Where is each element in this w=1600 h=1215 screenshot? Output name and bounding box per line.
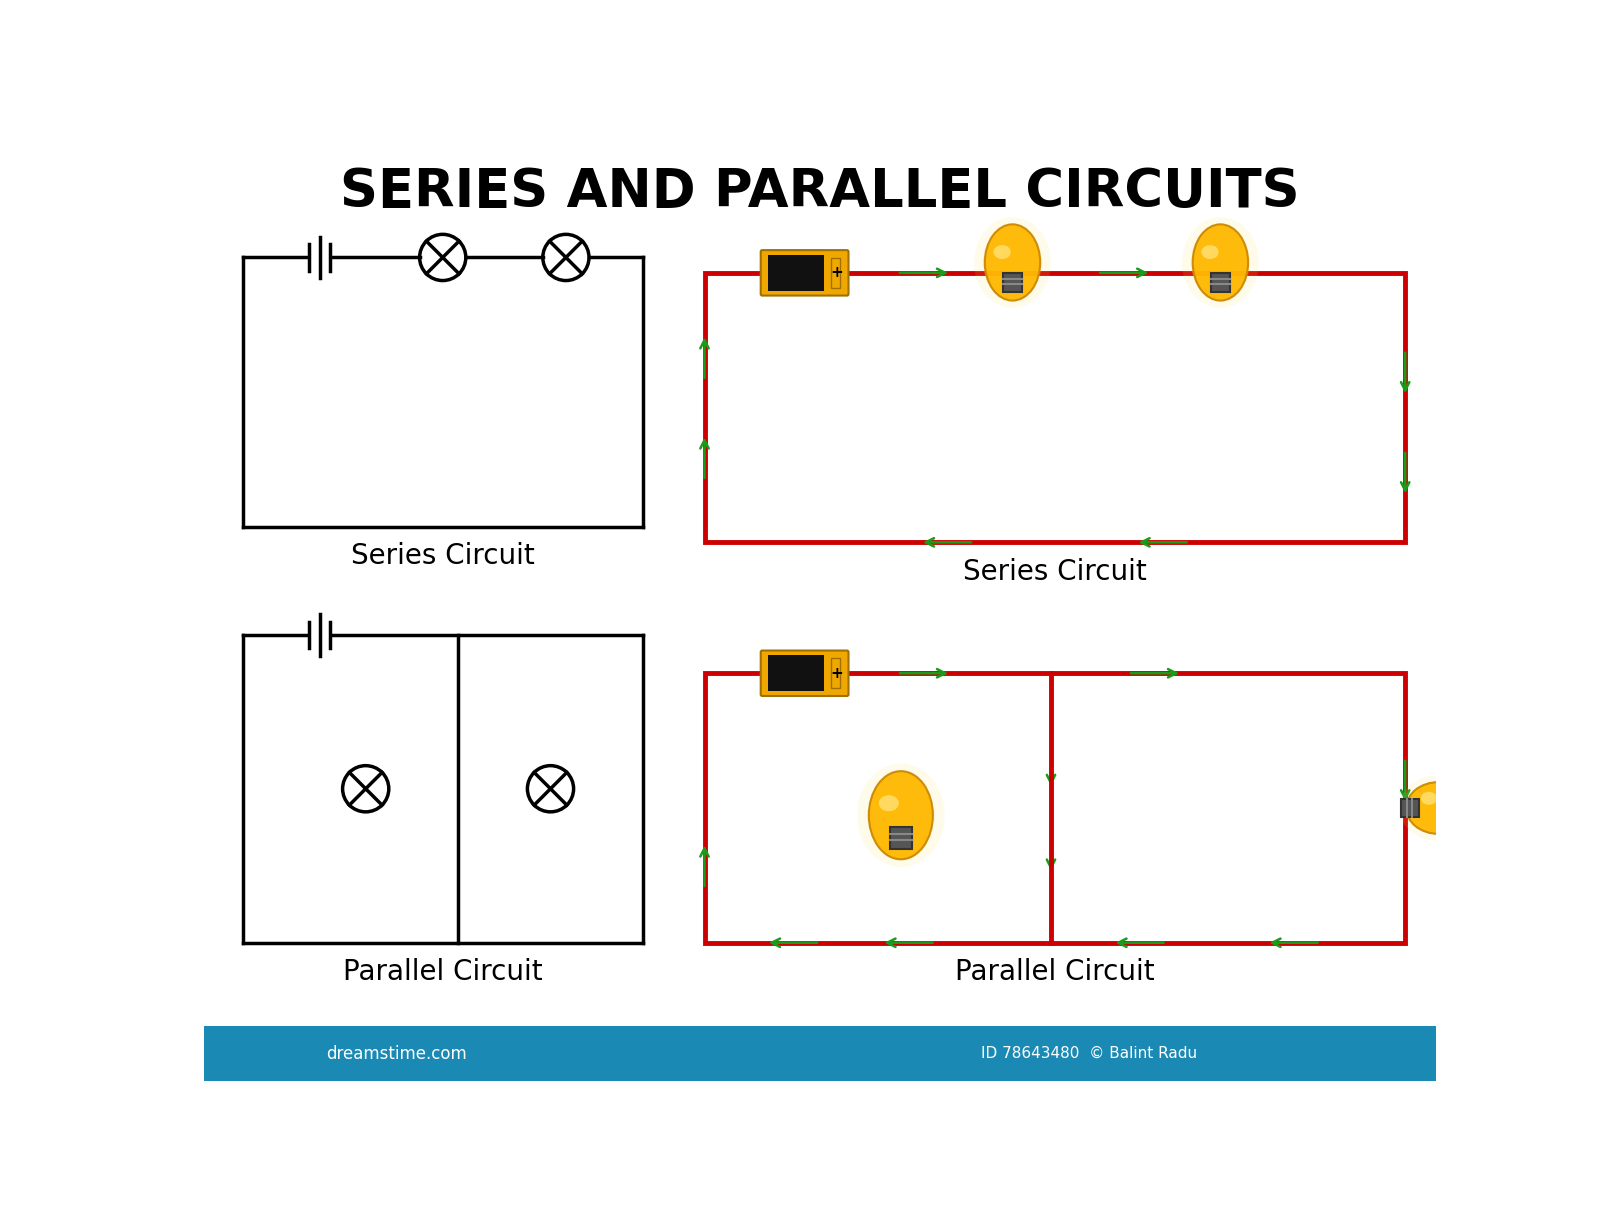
Ellipse shape	[1200, 238, 1242, 287]
Text: Series Circuit: Series Circuit	[350, 542, 534, 570]
Bar	[205, 1025, 1437, 1081]
Ellipse shape	[1406, 782, 1470, 833]
Ellipse shape	[877, 787, 925, 843]
Bar	[768, 655, 829, 691]
Ellipse shape	[992, 238, 1034, 287]
Ellipse shape	[1202, 245, 1219, 259]
Ellipse shape	[1418, 790, 1461, 826]
Ellipse shape	[1208, 248, 1234, 277]
Ellipse shape	[869, 772, 933, 859]
Ellipse shape	[994, 245, 1011, 259]
Bar	[824, 655, 830, 691]
Text: Parallel Circuit: Parallel Circuit	[342, 957, 542, 987]
Ellipse shape	[984, 225, 1040, 300]
Bar	[768, 255, 829, 290]
Text: +: +	[830, 265, 843, 281]
Ellipse shape	[1192, 225, 1248, 300]
Bar	[830, 258, 840, 288]
FancyBboxPatch shape	[760, 650, 848, 696]
Bar	[1003, 273, 1022, 292]
Ellipse shape	[1421, 792, 1437, 804]
Text: Parallel Circuit: Parallel Circuit	[955, 957, 1155, 987]
Bar	[704, 273, 1405, 542]
Bar	[704, 673, 1405, 943]
Ellipse shape	[1426, 797, 1451, 819]
Bar	[1211, 273, 1230, 292]
Text: Series Circuit: Series Circuit	[963, 558, 1147, 586]
Bar	[890, 827, 912, 849]
Bar	[1402, 799, 1419, 816]
Text: dreamstime.com: dreamstime.com	[326, 1045, 467, 1063]
Ellipse shape	[867, 775, 934, 855]
Ellipse shape	[1000, 248, 1026, 277]
Ellipse shape	[974, 217, 1051, 307]
Bar	[830, 659, 840, 688]
Ellipse shape	[1408, 782, 1469, 833]
Text: ID 78643480  © Balint Radu: ID 78643480 © Balint Radu	[981, 1046, 1197, 1061]
Ellipse shape	[858, 763, 944, 868]
Ellipse shape	[886, 799, 915, 831]
FancyBboxPatch shape	[760, 250, 848, 295]
Text: +: +	[830, 666, 843, 680]
Ellipse shape	[982, 227, 1042, 298]
Bar	[824, 255, 830, 290]
Ellipse shape	[1398, 775, 1478, 841]
Ellipse shape	[1182, 217, 1259, 307]
Text: SERIES AND PARALLEL CIRCUITS: SERIES AND PARALLEL CIRCUITS	[341, 166, 1299, 217]
Ellipse shape	[1190, 227, 1250, 298]
Ellipse shape	[878, 796, 899, 812]
